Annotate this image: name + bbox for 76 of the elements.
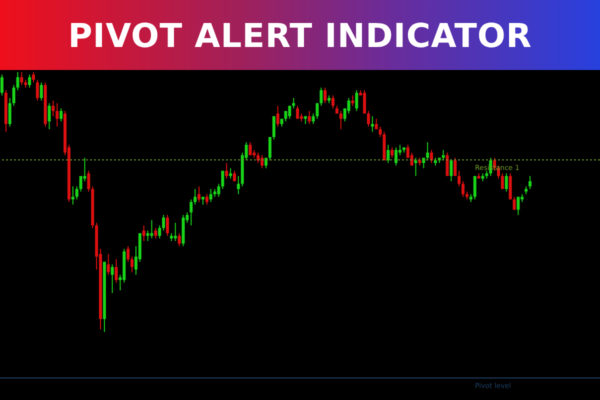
candlestick — [130, 256, 134, 273]
candlestick — [162, 214, 166, 232]
candlestick — [209, 188, 212, 202]
candlestick — [229, 168, 232, 180]
candlestick — [56, 102, 59, 128]
candlestick — [430, 149, 434, 164]
candlestick — [504, 172, 508, 192]
candlestick — [205, 194, 208, 206]
candlestick — [110, 264, 114, 294]
candlestick — [142, 224, 146, 242]
candlestick — [158, 224, 162, 239]
candlestick — [52, 100, 55, 117]
candlestick — [446, 152, 449, 176]
candlestick — [268, 136, 272, 161]
candlestick — [8, 98, 12, 128]
candlestick — [75, 186, 78, 200]
candlestick — [71, 186, 74, 206]
candlestick — [351, 94, 354, 106]
candlestick — [308, 110, 311, 124]
candlestick — [256, 152, 260, 164]
candlestick — [194, 188, 197, 206]
candlestick — [320, 87, 323, 106]
candlestick — [106, 253, 110, 276]
candlestick — [442, 149, 445, 161]
candlestick — [512, 196, 516, 210]
candlestick — [178, 232, 181, 247]
candlestick — [394, 146, 398, 166]
candlestick — [516, 196, 520, 216]
candlestick — [32, 72, 35, 83]
candlestick — [174, 222, 177, 242]
candlestick — [528, 175, 532, 190]
chart-title: PIVOT ALERT INDICATOR — [68, 16, 532, 54]
candlestick — [36, 79, 39, 102]
candlestick — [221, 170, 224, 190]
candlestick — [236, 175, 240, 195]
candlestick — [276, 105, 280, 128]
candlestick — [166, 214, 169, 236]
candlestick — [390, 146, 394, 158]
candlestick — [324, 87, 327, 104]
candlestick — [454, 157, 457, 176]
candlestick — [154, 227, 158, 239]
candlestick — [48, 102, 51, 130]
candlestick — [20, 72, 24, 86]
candlestick — [363, 90, 366, 114]
candlestick — [114, 258, 118, 284]
candlestick — [198, 186, 201, 202]
candlestick — [272, 116, 276, 140]
candlestick — [40, 82, 43, 102]
candlestick — [386, 144, 390, 164]
candlestick — [331, 94, 334, 109]
candlestick — [500, 172, 504, 190]
candlestick — [0, 74, 4, 96]
candlestick — [370, 116, 374, 132]
candlestick — [60, 108, 63, 122]
candlestick — [296, 105, 300, 120]
candlestick — [458, 170, 461, 187]
candlestick — [292, 98, 296, 109]
candlestick — [355, 90, 358, 112]
candlestick — [248, 142, 252, 156]
candlestick — [288, 105, 292, 120]
candlestick — [225, 162, 228, 180]
candlestick — [126, 246, 130, 262]
candlestick — [426, 142, 430, 161]
candlestick — [146, 230, 150, 242]
candlestick — [414, 157, 418, 176]
candlestick — [217, 183, 220, 198]
candlestick — [190, 198, 193, 226]
candlestick — [28, 74, 32, 88]
candlestick — [339, 110, 342, 130]
candlestick — [473, 175, 476, 200]
candlestick — [150, 220, 154, 239]
candlestick — [462, 180, 465, 198]
candlestick — [508, 172, 512, 200]
candlestick — [87, 170, 90, 192]
candlestick — [366, 110, 370, 128]
candlestick — [450, 160, 453, 182]
